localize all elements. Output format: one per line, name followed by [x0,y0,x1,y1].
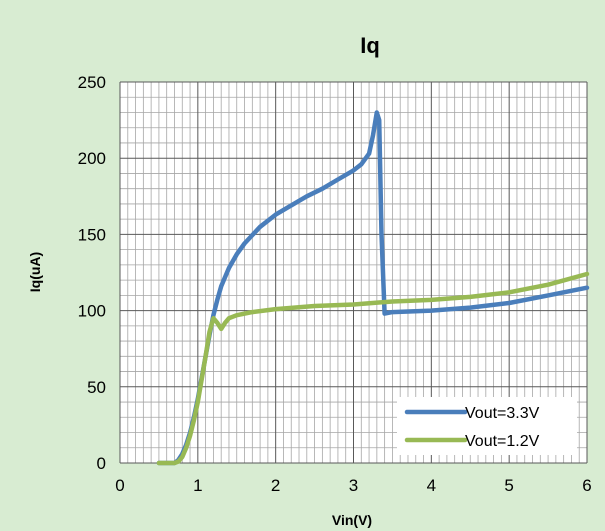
legend-box [397,397,577,455]
x-tick-label: 5 [504,476,513,495]
x-tick-label: 1 [193,476,202,495]
y-tick-label: 50 [87,378,106,397]
legend-label: Vout=1.2V [465,433,540,450]
legend-label: Vout=3.3V [465,405,540,422]
x-tick-label: 6 [582,476,591,495]
y-tick-label: 0 [97,454,106,473]
x-tick-label: 0 [115,476,124,495]
series-line-2 [156,271,590,466]
x-axis-label: Vin(V) [332,512,372,528]
legend: Vout=3.3V Vout=1.2V [397,397,577,455]
x-tick-label: 4 [427,476,436,495]
y-axis-label: Iq(uA) [27,252,43,292]
y-tick-label: 200 [78,149,106,168]
x-tick-label: 3 [349,476,358,495]
chart-title: Iq [360,33,380,58]
y-tick-label: 150 [78,225,106,244]
y-tick-label: 250 [78,73,106,92]
y-tick-label: 100 [78,302,106,321]
x-tick-label: 2 [271,476,280,495]
